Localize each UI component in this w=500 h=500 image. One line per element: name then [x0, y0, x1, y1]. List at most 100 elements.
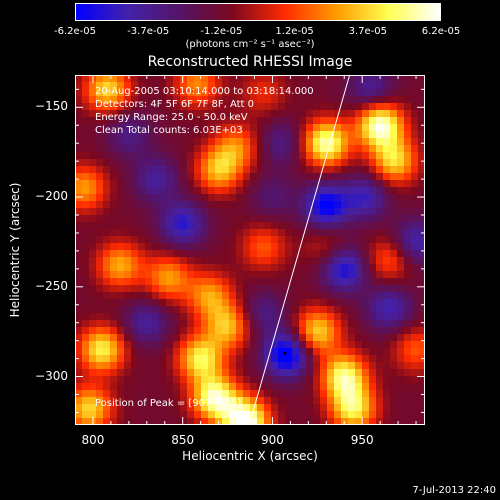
- heatmap-cell: [341, 124, 349, 132]
- heatmap-cell: [348, 138, 356, 146]
- heatmap-cell: [341, 75, 349, 83]
- heatmap-cell: [117, 327, 125, 335]
- heatmap-cell: [341, 82, 349, 90]
- heatmap-cell: [117, 229, 125, 237]
- heatmap-cell: [103, 397, 111, 405]
- heatmap-cell: [376, 208, 384, 216]
- heatmap-cell: [355, 222, 363, 230]
- heatmap-cell: [355, 117, 363, 125]
- heatmap-cell: [404, 229, 412, 237]
- heatmap-cell: [75, 201, 83, 209]
- heatmap-cell: [362, 390, 370, 398]
- heatmap-cell: [152, 110, 160, 118]
- heatmap-cell: [89, 334, 97, 342]
- heatmap-cell: [138, 278, 146, 286]
- heatmap-cell: [327, 271, 335, 279]
- heatmap-cell: [348, 397, 356, 405]
- heatmap-cell: [355, 369, 363, 377]
- heatmap-cell: [124, 75, 132, 83]
- heatmap-cell: [96, 215, 104, 223]
- heatmap-cell: [278, 152, 286, 160]
- heatmap-cell: [75, 383, 83, 391]
- heatmap-cell: [355, 145, 363, 153]
- heatmap-cell: [103, 117, 111, 125]
- heatmap-cell: [103, 313, 111, 321]
- heatmap-cell: [369, 397, 377, 405]
- heatmap-cell: [201, 313, 209, 321]
- heatmap-cell: [243, 306, 251, 314]
- heatmap-cell: [383, 257, 391, 265]
- heatmap-cell: [257, 327, 265, 335]
- heatmap-cell: [173, 271, 181, 279]
- heatmap-cell: [292, 75, 300, 83]
- heatmap-cell: [124, 124, 132, 132]
- heatmap-cell: [369, 75, 377, 83]
- heatmap-cell: [208, 355, 216, 363]
- heatmap-cell: [355, 187, 363, 195]
- heatmap-cell: [369, 327, 377, 335]
- heatmap-cell: [390, 376, 398, 384]
- heatmap-cell: [110, 124, 118, 132]
- heatmap-cell: [159, 110, 167, 118]
- heatmap-cell: [257, 320, 265, 328]
- heatmap-cell: [173, 299, 181, 307]
- heatmap-cell: [397, 411, 405, 419]
- heatmap-cell: [201, 103, 209, 111]
- heatmap-cell: [397, 96, 405, 104]
- heatmap-cell: [103, 187, 111, 195]
- heatmap-cell: [187, 180, 195, 188]
- heatmap-cell: [117, 152, 125, 160]
- heatmap-cell: [334, 166, 342, 174]
- heatmap-cell: [229, 208, 237, 216]
- heatmap-cell: [82, 152, 90, 160]
- heatmap-cell: [355, 264, 363, 272]
- y-tick-label: −150: [35, 99, 68, 114]
- plot-area[interactable]: [75, 75, 425, 425]
- heatmap-cell: [250, 75, 258, 83]
- heatmap-cell: [327, 166, 335, 174]
- heatmap-cell: [166, 201, 174, 209]
- heatmap-cell: [362, 201, 370, 209]
- heatmap-cell: [278, 397, 286, 405]
- heatmap-cell: [159, 334, 167, 342]
- heatmap-cell: [117, 341, 125, 349]
- heatmap-cell: [173, 166, 181, 174]
- heatmap-cell: [411, 236, 419, 244]
- heatmap-cell: [390, 299, 398, 307]
- heatmap-cell: [75, 285, 83, 293]
- heatmap-cell: [313, 257, 321, 265]
- heatmap-cell: [250, 341, 258, 349]
- heatmap-cell: [390, 285, 398, 293]
- heatmap-cell: [320, 180, 328, 188]
- heatmap-cell: [376, 369, 384, 377]
- heatmap-cell: [96, 327, 104, 335]
- heatmap-cell: [96, 418, 104, 425]
- heatmap-cell: [75, 124, 83, 132]
- heatmap-cell: [278, 271, 286, 279]
- heatmap-cell: [320, 131, 328, 139]
- heatmap-cell: [138, 404, 146, 412]
- heatmap-cell: [418, 243, 425, 251]
- heatmap-cell: [376, 313, 384, 321]
- heatmap-cell: [82, 236, 90, 244]
- heatmap-cell: [285, 173, 293, 181]
- heatmap-cell: [285, 96, 293, 104]
- heatmap-cell: [355, 180, 363, 188]
- heatmap-cell: [369, 159, 377, 167]
- heatmap-cell: [159, 313, 167, 321]
- heatmap-cell: [229, 404, 237, 412]
- heatmap-cell: [404, 264, 412, 272]
- heatmap-cell: [397, 208, 405, 216]
- heatmap-cell: [390, 243, 398, 251]
- heatmap-cell: [327, 313, 335, 321]
- heatmap-cell: [229, 320, 237, 328]
- heatmap-cell: [348, 194, 356, 202]
- heatmap-cell: [264, 390, 272, 398]
- heatmap-cell: [138, 376, 146, 384]
- heatmap-cell: [215, 362, 223, 370]
- heatmap-cell: [355, 411, 363, 419]
- heatmap-cell: [201, 285, 209, 293]
- heatmap-cell: [138, 306, 146, 314]
- heatmap-cell: [278, 411, 286, 419]
- heatmap-cell: [243, 411, 251, 419]
